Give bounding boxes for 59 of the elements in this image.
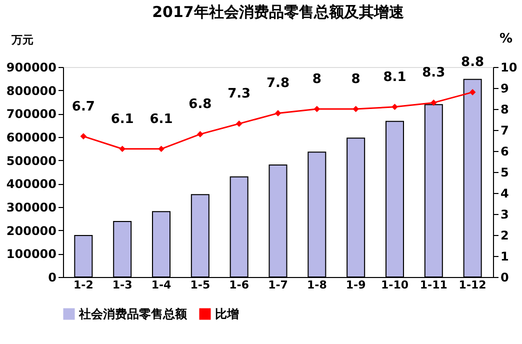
point <box>392 104 398 110</box>
chart-title: 2017年社会消费品零售总额及其增速 <box>152 3 405 21</box>
legend-label: 比增 <box>215 307 239 321</box>
y2-tick-label: 0 <box>500 270 509 284</box>
x-tick-label: 1-6 <box>229 278 250 292</box>
x-tick-label: 1-9 <box>346 278 366 292</box>
point <box>119 146 126 152</box>
y2-tick-label: 8 <box>500 102 509 116</box>
y-tick-label: 300000 <box>6 200 56 214</box>
x-tick-label: 1-7 <box>268 278 288 292</box>
y-tick-label: 200000 <box>6 224 56 238</box>
data-label: 8.8 <box>461 55 484 70</box>
y-tick-label: 900000 <box>6 60 56 74</box>
x-tick-label: 1-11 <box>420 278 448 292</box>
data-label: 8 <box>351 72 360 87</box>
x-tick-label: 1-12 <box>458 278 486 292</box>
point <box>352 106 359 112</box>
point <box>80 133 87 140</box>
y2-tick-label: 9 <box>500 82 509 96</box>
legend-label: 社会消费品零售总额 <box>78 307 188 321</box>
y2-tick-label: 4 <box>500 186 509 200</box>
y-tick-label: 600000 <box>6 130 56 144</box>
data-label: 6.1 <box>110 112 134 127</box>
data-label: 6.1 <box>150 112 173 127</box>
y-tick-label: 100000 <box>6 247 56 262</box>
point <box>236 120 242 127</box>
y-tick-label: 500000 <box>6 154 56 168</box>
data-label: 6.7 <box>72 99 95 114</box>
point <box>469 89 476 96</box>
y-tick-label: 700000 <box>6 107 56 122</box>
y2-tick-label: 7 <box>500 124 509 138</box>
data-label: 6.8 <box>188 97 212 112</box>
x-tick-label: 1-5 <box>190 278 210 292</box>
y-tick-label: 800000 <box>6 84 56 98</box>
point <box>314 106 320 112</box>
point <box>158 146 164 152</box>
data-label: 8.3 <box>422 66 446 81</box>
y2-tick-label: 1 <box>500 250 509 264</box>
y2-tick-label: 2 <box>500 228 509 242</box>
point <box>197 131 204 138</box>
y2-tick-label: 10 <box>500 60 518 74</box>
y-tick-label: 0 <box>48 270 56 284</box>
y2-axis-title: % <box>500 32 513 46</box>
data-label: 8.1 <box>383 70 406 85</box>
x-tick-label: 1-8 <box>306 278 327 292</box>
y-tick-label: 400000 <box>6 177 56 192</box>
data-label: 7.3 <box>228 86 251 102</box>
x-tick-label: 1-10 <box>380 278 409 292</box>
x-tick-label: 1-3 <box>112 278 132 292</box>
data-label: 8 <box>312 72 322 87</box>
x-tick-label: 1-4 <box>151 278 172 292</box>
x-tick-label: 1-2 <box>73 278 94 292</box>
y2-tick-label: 6 <box>500 144 509 158</box>
point <box>274 110 282 116</box>
point <box>430 100 437 106</box>
y-axis-title: 万元 <box>10 34 34 46</box>
data-label: 7.8 <box>266 76 290 92</box>
y2-tick-label: 5 <box>500 166 509 180</box>
y2-tick-label: 3 <box>500 208 509 222</box>
